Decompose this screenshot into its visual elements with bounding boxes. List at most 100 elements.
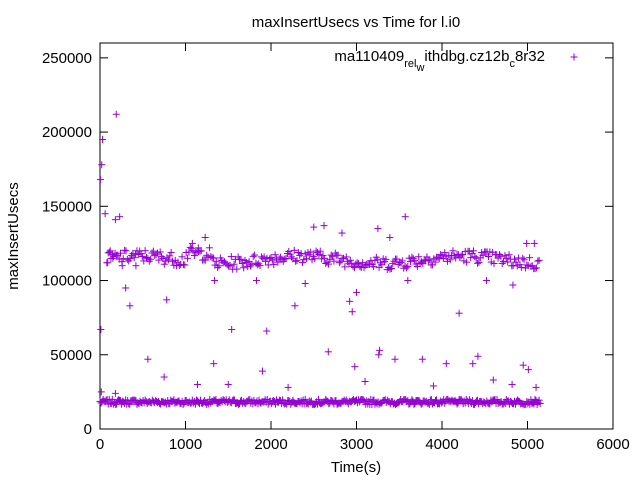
data-point: [534, 257, 542, 265]
data-point: [453, 400, 461, 408]
data-point: [523, 239, 531, 247]
data-point: [457, 252, 465, 260]
data-point: [119, 255, 127, 263]
data-point: [404, 277, 412, 285]
data-point: [490, 259, 498, 267]
data-point: [97, 388, 105, 396]
data-point: [338, 229, 346, 237]
data-point: [224, 380, 232, 388]
data-point: [126, 255, 134, 263]
data-point: [293, 257, 301, 265]
data-point: [404, 262, 412, 270]
data-point: [249, 252, 257, 260]
data-point: [193, 380, 201, 388]
data-point: [482, 277, 490, 285]
data-point: [475, 258, 483, 266]
data-point: [397, 259, 405, 267]
data-point: [210, 360, 218, 368]
data-point: [274, 258, 282, 266]
data-point: [121, 246, 129, 254]
data-point: [226, 261, 234, 269]
data-point: [118, 258, 126, 266]
legend-part-1: ma110409: [334, 48, 404, 65]
data-point: [415, 253, 423, 261]
x-tick-label: 2000: [254, 436, 287, 453]
data-point: [382, 255, 390, 263]
data-point: [122, 247, 130, 255]
data-point: [214, 264, 222, 272]
data-point: [497, 252, 505, 260]
data-point: [355, 260, 363, 268]
data-point: [97, 326, 105, 334]
data-point: [324, 348, 332, 356]
data-point: [535, 396, 543, 404]
data-point: [117, 249, 125, 257]
data-point: [433, 396, 441, 404]
data-point: [99, 136, 107, 143]
data-point: [346, 297, 354, 305]
data-point: [505, 251, 513, 259]
data-point: [143, 253, 151, 261]
data-point: [523, 261, 531, 269]
data-point: [130, 254, 138, 262]
data-point: [342, 253, 350, 261]
data-point: [375, 351, 383, 359]
y-tick-label: 50000: [50, 347, 92, 364]
data-point: [370, 263, 378, 271]
x-tick-label: 5000: [511, 436, 544, 453]
data-point: [351, 363, 359, 371]
data-point: [196, 247, 204, 255]
legend: ma110409relwithdbg.cz12bc8r32: [334, 48, 578, 74]
data-point: [315, 395, 323, 403]
data-point: [315, 250, 323, 258]
data-point: [103, 259, 111, 267]
data-point: [240, 264, 248, 272]
data-point: [535, 256, 543, 264]
data-point: [298, 259, 306, 267]
x-tick-label: 4000: [425, 436, 458, 453]
data-point: [141, 247, 149, 255]
data-point: [442, 360, 450, 368]
data-point: [163, 296, 171, 304]
data-point: [531, 395, 539, 403]
y-tick-label: 0: [84, 421, 92, 438]
y-axis-label: maxInsertUsecs: [5, 182, 22, 290]
legend-part-6: 8r32: [515, 48, 545, 65]
data-point: [126, 400, 134, 408]
data-point: [531, 265, 539, 273]
data-point: [386, 233, 394, 241]
data-point: [324, 260, 332, 268]
data-point: [508, 380, 516, 388]
data-point: [348, 308, 356, 316]
data-point: [463, 258, 471, 266]
data-point: [270, 261, 278, 269]
data-point: [495, 251, 503, 259]
data-point: [263, 327, 271, 335]
data-point: [387, 265, 395, 273]
y-tick-label: 250000: [42, 50, 92, 67]
series-points: [96, 110, 544, 409]
data-point: [252, 277, 260, 285]
y-tick-label: 150000: [42, 198, 92, 215]
data-point: [320, 254, 328, 262]
data-point: [212, 257, 220, 265]
data-point: [431, 258, 439, 266]
data-point: [144, 355, 152, 363]
data-point: [188, 239, 196, 247]
data-point: [211, 277, 219, 285]
data-point: [215, 262, 223, 270]
data-point: [282, 254, 290, 262]
data-point: [112, 110, 120, 118]
data-point: [341, 263, 349, 271]
data-point: [532, 383, 540, 391]
data-point: [474, 352, 482, 360]
data-point: [225, 262, 233, 270]
data-point: [181, 261, 189, 269]
data-point: [524, 366, 532, 374]
data-point: [411, 257, 419, 265]
data-point: [111, 389, 119, 397]
data-point: [512, 258, 520, 266]
data-point: [178, 253, 186, 261]
data-point: [455, 309, 463, 317]
